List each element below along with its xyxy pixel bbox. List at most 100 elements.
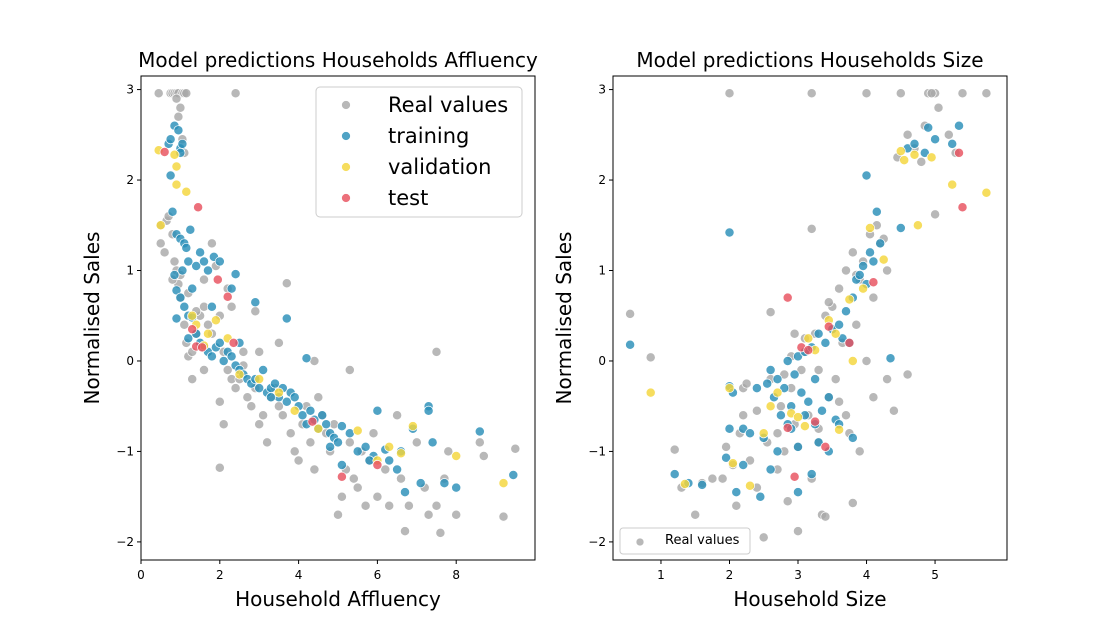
data-point — [834, 283, 845, 294]
data-point — [957, 88, 968, 99]
data-point — [336, 491, 347, 502]
data-point — [177, 265, 188, 276]
y-axis-label: Normalised Sales — [552, 232, 576, 405]
data-point — [820, 337, 831, 348]
data-point — [193, 202, 204, 213]
y-tick-label: −2 — [116, 535, 134, 549]
data-point — [155, 238, 166, 249]
data-point — [181, 242, 192, 253]
data-point — [854, 446, 865, 457]
data-point — [187, 310, 198, 321]
data-point — [478, 451, 489, 461]
legend: Real values — [619, 527, 751, 555]
data-point — [806, 469, 817, 480]
data-point — [902, 129, 913, 140]
data-point — [813, 328, 824, 339]
data-point — [451, 482, 462, 493]
data-point — [895, 146, 906, 157]
data-point — [159, 147, 170, 157]
data-point — [847, 498, 858, 508]
data-point — [336, 421, 347, 432]
data-point — [625, 339, 636, 350]
data-point — [183, 256, 194, 267]
data-point — [508, 470, 519, 480]
data-point — [171, 313, 182, 324]
data-point — [789, 328, 800, 339]
data-point — [645, 352, 656, 363]
data-point — [902, 369, 913, 380]
data-point — [813, 437, 824, 448]
legend: Real values training validation test — [315, 86, 523, 218]
data-point — [171, 179, 182, 190]
data-point — [165, 170, 176, 181]
y-tick-label: 2 — [598, 173, 606, 187]
data-point — [270, 378, 280, 389]
data-point — [250, 297, 261, 308]
data-point — [305, 405, 316, 416]
legend-label: Real values — [388, 93, 508, 117]
data-point — [273, 337, 284, 348]
data-point — [392, 464, 403, 475]
series-training — [625, 120, 964, 502]
data-point — [858, 283, 869, 294]
data-point — [175, 102, 186, 113]
data-point — [199, 274, 209, 285]
data-point — [187, 374, 198, 385]
data-point — [246, 401, 257, 412]
data-point — [352, 482, 363, 493]
data-point — [360, 500, 371, 511]
data-point — [847, 432, 858, 443]
data-point — [403, 500, 414, 511]
data-point — [427, 437, 438, 448]
data-point — [293, 455, 304, 466]
data-point — [230, 88, 241, 99]
data-point — [899, 155, 910, 166]
data-point — [793, 412, 803, 423]
data-point — [765, 464, 776, 475]
data-point — [841, 410, 851, 421]
data-point — [868, 277, 879, 288]
data-point — [823, 297, 834, 308]
data-point — [344, 365, 355, 375]
data-point — [834, 396, 845, 407]
data-point — [690, 509, 701, 520]
data-point — [435, 527, 446, 538]
data-point — [721, 441, 732, 452]
data-point — [796, 387, 807, 398]
data-point — [372, 460, 383, 470]
y-tick-label: 0 — [126, 354, 134, 368]
data-point — [289, 446, 300, 457]
data-point — [173, 111, 184, 122]
data-point — [854, 270, 865, 280]
data-point — [183, 333, 194, 344]
data-point — [301, 353, 312, 364]
data-point — [758, 532, 769, 543]
data-point — [254, 374, 265, 385]
data-point — [181, 88, 192, 99]
data-point — [214, 337, 225, 348]
x-tick-label: 2 — [726, 568, 734, 582]
data-point — [878, 254, 889, 265]
data-point — [820, 511, 831, 522]
x-axis-label: Household Size — [733, 587, 886, 611]
axes-frame — [140, 75, 536, 561]
data-point — [895, 223, 906, 233]
legend-label: validation — [388, 155, 491, 179]
data-point — [841, 265, 851, 276]
data-point — [954, 120, 964, 131]
data-point — [498, 478, 509, 489]
scatter-points — [625, 88, 992, 543]
data-point — [155, 220, 166, 231]
data-point — [171, 93, 182, 104]
data-point — [765, 401, 776, 412]
data-point — [321, 419, 332, 430]
data-point — [717, 473, 728, 484]
y-tick-label: 2 — [126, 173, 134, 187]
data-point — [919, 147, 930, 158]
data-point — [230, 269, 241, 280]
data-point — [727, 458, 738, 469]
data-point — [238, 346, 249, 357]
y-tick-label: 1 — [598, 264, 606, 278]
data-point — [775, 401, 786, 412]
